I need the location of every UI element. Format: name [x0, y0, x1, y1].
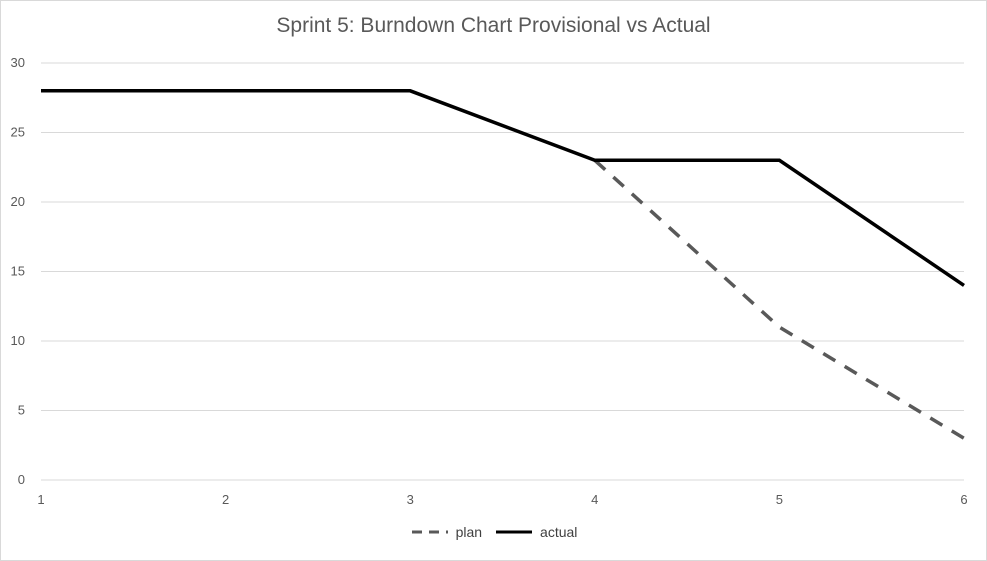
- y-tick-label-20: 20: [11, 194, 25, 209]
- y-axis-tick-labels: 0 5 10 15 20 25 30: [11, 55, 25, 487]
- series-line-actual: [41, 89, 965, 287]
- legend-label-plan: plan: [455, 524, 483, 540]
- series-line-plan: [593, 159, 965, 440]
- y-tick-label-30: 30: [11, 55, 25, 70]
- legend-item-plan: plan: [410, 524, 482, 540]
- x-axis-tick-labels: 1 2 3 4 5 6: [37, 492, 967, 507]
- legend-label-actual: actual: [540, 524, 578, 540]
- x-tick-label-5: 5: [776, 492, 783, 507]
- y-tick-label-25: 25: [11, 125, 25, 140]
- legend-swatch-plan: [411, 530, 448, 534]
- x-tick-label-3: 3: [407, 492, 414, 507]
- chart-title: Sprint 5: Burndown Chart Provisional vs …: [276, 14, 711, 37]
- gridlines: [41, 62, 964, 481]
- y-tick-label-5: 5: [18, 403, 25, 418]
- legend-swatch-actual: [496, 530, 533, 534]
- y-tick-label-15: 15: [11, 264, 25, 279]
- x-tick-label-4: 4: [591, 492, 598, 507]
- y-tick-label-0: 0: [18, 472, 25, 487]
- x-tick-label-2: 2: [222, 492, 229, 507]
- y-tick-label-10: 10: [11, 333, 25, 348]
- legend-item-actual: actual: [494, 524, 577, 540]
- x-tick-label-6: 6: [960, 492, 967, 507]
- x-tick-label-1: 1: [37, 492, 44, 507]
- legend: plan actual: [0, 524, 987, 540]
- series-lines: [41, 89, 965, 440]
